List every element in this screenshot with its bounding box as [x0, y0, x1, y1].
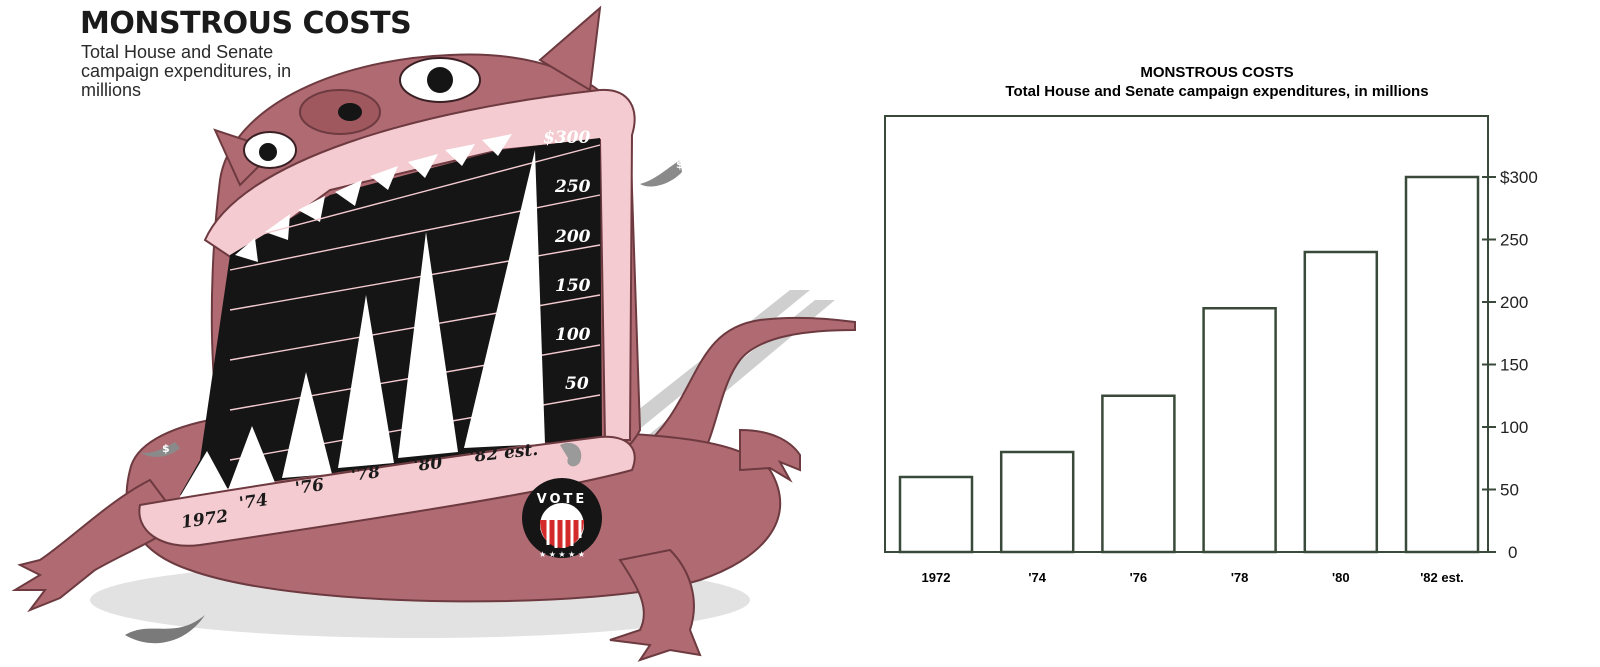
x-label-1972: 1972: [922, 570, 951, 585]
bar-76: [1101, 394, 1176, 554]
monster-right-ear: [538, 5, 602, 92]
tooth-bar-74: [228, 426, 276, 490]
illustration-tick-labels: $300 250 200 150 100 50: [543, 128, 591, 394]
tick-label-150: 150: [555, 276, 591, 296]
category-label-76: '76: [294, 475, 326, 499]
vote-badge-stars: ★ ★ ★ ★ ★: [539, 550, 585, 559]
bar-chart-panel: MONSTROUS COSTS Total House and Senate c…: [870, 0, 1600, 667]
plot-frame: [884, 115, 1489, 553]
bar-82-est: [1404, 175, 1480, 554]
y-tick-label-0: 0: [1508, 543, 1517, 562]
tick-label-200: 200: [554, 227, 591, 247]
x-axis-labels: 1972 '74 '76 '78 '80 '82 est.: [922, 570, 1464, 585]
y-tick-label-50: 50: [1500, 481, 1519, 500]
dollar-drop-mouth: [560, 442, 582, 467]
x-label-80: '80: [1332, 570, 1350, 585]
bar-80: [1303, 250, 1379, 554]
y-tick-label-150: 150: [1500, 356, 1528, 375]
tooth-bar-80: [398, 232, 458, 458]
x-label-78: '78: [1231, 570, 1249, 585]
tooth-bar-78: [338, 295, 394, 468]
chart-title: MONSTROUS COSTS: [1140, 64, 1293, 81]
bars-group: [898, 175, 1480, 554]
y-tick-label-250: 250: [1500, 231, 1528, 250]
dollar-sign-left: $: [162, 442, 170, 455]
monster-left-ear: [213, 128, 277, 187]
monster-right-pupil: [427, 67, 453, 93]
bar-78: [1202, 307, 1277, 554]
vote-badge: VOTE ★ ★ ★ ★ ★: [522, 478, 602, 559]
y-tick-label-200: 200: [1500, 293, 1528, 312]
x-label-74: '74: [1028, 570, 1046, 585]
monster-left-pupil: [259, 143, 277, 161]
y-tick-label-300: $300: [1500, 168, 1538, 187]
illustrated-chart-panel: $ $ $300 250 200 150 100 50 1972 '74 '76…: [11, 5, 856, 662]
tooth-bar-76: [282, 372, 332, 478]
vote-badge-text: VOTE: [537, 492, 588, 507]
tick-label-250: 250: [554, 177, 591, 197]
monster-upper-lip: [203, 88, 636, 441]
chart-subtitle: Total House and Senate campaign expendit…: [1005, 83, 1428, 100]
bar-chart: MONSTROUS COSTS Total House and Senate c…: [884, 64, 1538, 585]
illustration-title: MONSTROUS COSTS: [80, 6, 412, 41]
bar-74: [999, 450, 1075, 554]
tick-label-50: 50: [565, 374, 589, 394]
category-label-78: '78: [350, 462, 382, 486]
x-label-82-est: '82 est.: [1420, 570, 1464, 585]
category-label-80: '80: [412, 453, 443, 476]
bar-1972: [898, 475, 974, 554]
y-axis-ticks: 0 50 100 150 200 250 $300: [1482, 168, 1538, 562]
dollar-drop-right: [640, 160, 682, 187]
tooth-bar-1972: [178, 451, 232, 500]
monster-lower-lip: [138, 435, 636, 547]
monster-arm: [739, 428, 801, 483]
tick-label-300: $300: [543, 128, 590, 148]
x-label-76: '76: [1130, 570, 1148, 585]
dollar-drop-bottom: [125, 615, 205, 644]
illustration-subtitle: Total House and Senate campaign expendit…: [81, 42, 292, 100]
monster-right-leg: [609, 548, 702, 662]
tick-label-100: 100: [555, 325, 591, 345]
monster-nostril: [338, 103, 362, 121]
category-label-74: '74: [238, 490, 269, 514]
tooth-bar-82: [464, 150, 545, 448]
y-tick-label-100: 100: [1500, 418, 1528, 437]
dollar-sign-right: $: [676, 158, 684, 171]
dollar-drop-left: [140, 442, 180, 457]
monster-illustration: $ $ $300 250 200 150 100 50 1972 '74 '76…: [11, 5, 856, 662]
